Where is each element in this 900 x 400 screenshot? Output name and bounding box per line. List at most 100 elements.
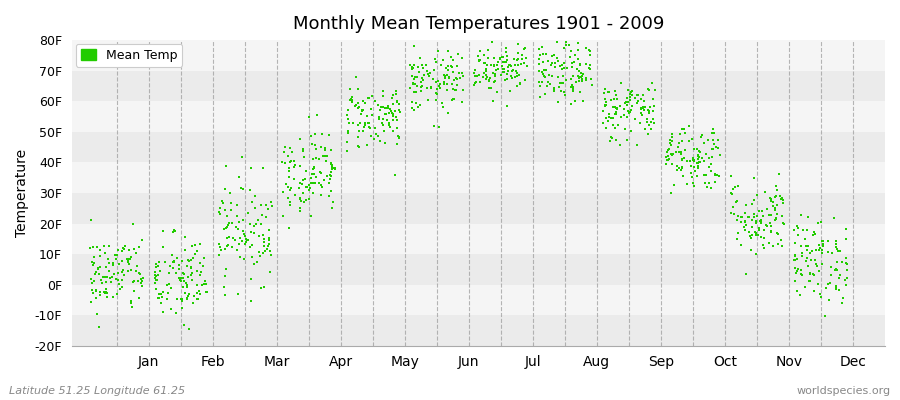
Point xyxy=(791,232,806,238)
Point xyxy=(283,164,297,171)
Point xyxy=(230,202,244,208)
Point xyxy=(636,92,651,99)
Point xyxy=(254,201,268,208)
Point xyxy=(598,102,612,108)
Point xyxy=(166,229,180,236)
Point xyxy=(256,250,270,256)
Point xyxy=(232,219,247,226)
Point xyxy=(663,142,678,148)
Point xyxy=(731,213,745,220)
Point xyxy=(619,94,634,101)
Point xyxy=(752,227,766,234)
Point xyxy=(501,64,516,70)
Point xyxy=(218,186,232,192)
Point xyxy=(292,205,307,211)
Point xyxy=(705,146,719,152)
Point xyxy=(97,288,112,295)
Point xyxy=(538,90,553,97)
Point xyxy=(446,96,460,102)
Point xyxy=(127,246,141,252)
Point xyxy=(134,282,148,289)
Point xyxy=(763,229,778,236)
Point xyxy=(220,235,234,241)
Point xyxy=(635,104,650,110)
Point xyxy=(694,134,708,140)
Point xyxy=(386,91,400,98)
Point xyxy=(788,256,802,263)
Point xyxy=(299,184,313,190)
Point xyxy=(829,284,843,290)
Point xyxy=(508,68,523,74)
Point xyxy=(583,76,598,83)
Point xyxy=(411,68,426,75)
Point xyxy=(789,255,804,262)
Point xyxy=(493,72,508,78)
Point xyxy=(292,163,307,169)
Point xyxy=(689,146,704,152)
Point xyxy=(555,80,570,86)
Point xyxy=(598,115,613,122)
Point xyxy=(121,259,135,265)
Point xyxy=(620,99,634,105)
Point xyxy=(841,261,855,268)
Point xyxy=(174,296,188,303)
Point xyxy=(184,272,198,278)
Point xyxy=(558,92,572,99)
Point xyxy=(601,117,616,124)
Point xyxy=(608,111,622,117)
Point xyxy=(149,273,164,279)
Point xyxy=(565,86,580,93)
Point xyxy=(825,250,840,256)
Point xyxy=(738,227,752,233)
Bar xyxy=(72,224,885,254)
Point xyxy=(503,62,517,69)
Point xyxy=(194,282,209,288)
Point xyxy=(220,212,235,219)
Point xyxy=(568,52,582,59)
Point xyxy=(669,149,683,156)
Point xyxy=(392,101,406,108)
Point xyxy=(327,164,341,171)
Point xyxy=(151,258,166,265)
Point xyxy=(374,104,389,110)
Point xyxy=(357,122,372,128)
Point xyxy=(265,203,279,209)
Point xyxy=(249,258,264,265)
Point xyxy=(149,261,164,268)
Point xyxy=(439,72,454,78)
Point xyxy=(811,220,825,226)
Point xyxy=(739,222,753,228)
Point xyxy=(112,260,126,267)
Point xyxy=(840,236,854,242)
Point xyxy=(691,148,706,155)
Point xyxy=(546,88,561,94)
Point xyxy=(496,66,510,72)
Point xyxy=(390,98,404,105)
Point xyxy=(687,146,701,152)
Point xyxy=(368,98,382,104)
Point xyxy=(212,244,227,250)
Point xyxy=(188,250,202,257)
Point xyxy=(730,198,744,204)
Point xyxy=(505,74,519,81)
Point xyxy=(449,74,464,81)
Point xyxy=(691,152,706,158)
Point xyxy=(428,97,443,103)
Point xyxy=(508,74,522,80)
Point xyxy=(173,276,187,283)
Point xyxy=(743,233,758,240)
Point xyxy=(454,98,469,105)
Point xyxy=(161,290,176,296)
Point xyxy=(479,72,493,78)
Point xyxy=(752,218,767,224)
Point xyxy=(691,160,706,166)
Point xyxy=(571,56,585,63)
Point xyxy=(725,190,740,197)
Point xyxy=(185,255,200,261)
Point xyxy=(230,224,244,231)
Point xyxy=(376,104,391,111)
Point xyxy=(243,244,257,250)
Point xyxy=(152,295,166,301)
Point xyxy=(775,213,789,219)
Point xyxy=(303,213,318,219)
